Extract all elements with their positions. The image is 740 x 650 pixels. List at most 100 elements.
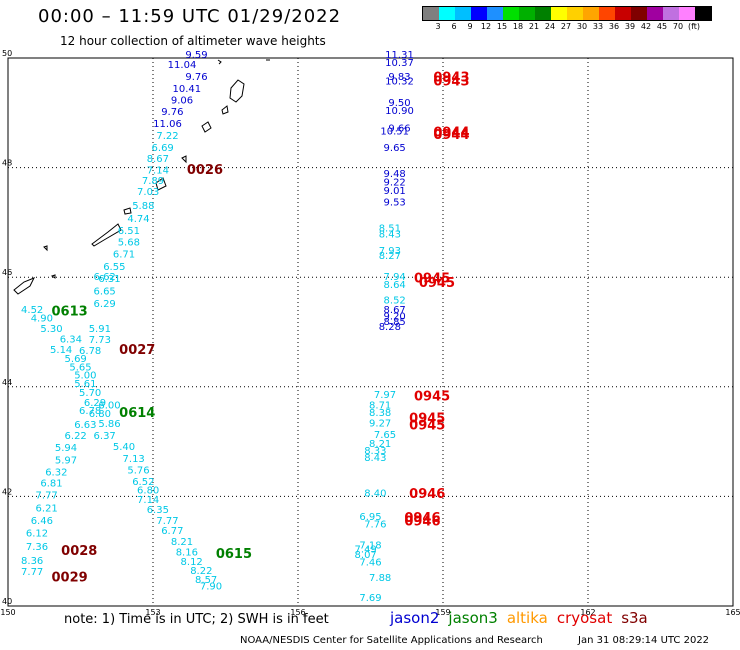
color-label: 6: [451, 22, 457, 31]
wave-height-value: 7.69: [359, 593, 381, 604]
pass-time-label: 0945: [409, 411, 445, 426]
wave-height-value: 6.35: [147, 505, 169, 516]
pass-time-label: 0027: [119, 343, 155, 358]
wave-height-value: 6.37: [94, 431, 116, 442]
wave-height-value: 7.89: [142, 176, 164, 187]
pass-time-label: 0945: [419, 276, 455, 291]
wave-height-value: 6.65: [94, 287, 116, 298]
wave-height-value: 4.74: [127, 214, 149, 225]
color-legend-bar: 3 6 9 12 15 18 21 24 27 30 33 36 39 42 45 70 (ft): [422, 6, 712, 33]
color-swatch: [695, 7, 711, 20]
wave-height-value: 7.03: [137, 187, 159, 198]
wave-height-value: 6.34: [60, 334, 82, 345]
pass-time-label: 0944: [433, 128, 469, 143]
wave-height-value: 7.18: [359, 540, 381, 551]
coastline: [155, 177, 167, 191]
wave-height-value: 11.04: [168, 60, 197, 71]
pass-time-label: 0028: [61, 544, 97, 559]
legend-item-jason3: jason3: [448, 609, 498, 627]
y-tick-label: 40: [2, 597, 12, 606]
coastline: [221, 105, 229, 115]
wave-height-value: 6.80: [89, 409, 111, 420]
wave-height-value: 8.67: [147, 154, 169, 165]
wave-height-value: 8.21: [171, 537, 193, 548]
wave-height-value: 9.22: [384, 178, 406, 189]
wave-height-value: 7.77: [21, 567, 43, 578]
wave-height-value: 8.43: [379, 230, 401, 241]
wave-height-value: 8.28: [379, 322, 401, 333]
y-tick-label: 48: [2, 159, 12, 168]
color-swatch: [423, 7, 439, 20]
legend-item-cryosat: cryosat: [556, 609, 613, 627]
wave-height-value: 6.71: [113, 249, 135, 260]
wave-height-value: 9.48: [384, 169, 406, 180]
pass-time-label: 0946: [409, 487, 445, 502]
wave-height-value: 6.46: [31, 516, 53, 527]
wave-height-value: 7.77: [156, 516, 178, 527]
wave-height-value: 10.37: [385, 58, 414, 69]
wave-height-value: 5.14: [50, 345, 72, 356]
wave-height-value: 7.76: [364, 520, 386, 531]
wave-height-value: 6.00: [98, 401, 120, 412]
wave-height-value: 7.94: [384, 272, 406, 283]
wave-height-value: 8.67: [384, 305, 406, 316]
wave-height-value: 10.32: [385, 76, 414, 87]
wave-height-value: 7.77: [36, 491, 58, 502]
wave-height-value: 9.53: [384, 197, 406, 208]
pass-time-label: 0029: [52, 570, 88, 585]
wave-height-value: 7.97: [374, 390, 396, 401]
wave-height-value: 8.38: [369, 408, 391, 419]
color-swatches: [422, 6, 712, 21]
wave-height-value: 6.32: [45, 468, 67, 479]
map-frame: [7, 57, 734, 607]
color-labels: 3 6 9 12 15 18 21 24 27 30 33 36 39 42 45 70 (ft): [422, 21, 712, 33]
legend-item-jason2: jason2: [390, 609, 440, 627]
wave-height-value: 8.57: [195, 575, 217, 586]
wave-height-value: 6.29: [84, 398, 106, 409]
color-label: 3: [435, 22, 441, 31]
wave-height-value: 6.62: [94, 272, 116, 283]
color-label: 21: [528, 22, 540, 31]
wave-height-value: 6.31: [98, 274, 120, 285]
wave-height-value: 6.95: [359, 512, 381, 523]
wave-height-value: 8.52: [384, 296, 406, 307]
wave-height-value: 9.65: [384, 143, 406, 154]
wave-height-value: 7.14: [137, 495, 159, 506]
wave-height-value: 7.13: [123, 454, 145, 465]
y-tick-label: 42: [2, 487, 12, 496]
color-swatch: [615, 7, 631, 20]
wave-height-value: 6.77: [161, 526, 183, 537]
x-tick-label: 153: [145, 608, 160, 617]
wave-height-value: 7.88: [369, 573, 391, 584]
wave-height-value: 4.90: [31, 314, 53, 325]
footer-credit: NOAA/NESDIS Center for Satellite Applica…: [240, 635, 543, 646]
wave-height-value: 10.41: [173, 84, 202, 95]
wave-height-value: 9.50: [388, 98, 410, 109]
wave-height-value: 10.51: [380, 127, 409, 138]
color-swatch: [663, 7, 679, 20]
wave-height-value: 5.91: [89, 324, 111, 335]
color-label: 36: [608, 22, 620, 31]
coastline: [217, 59, 222, 65]
coastline: [123, 207, 132, 215]
wave-height-value: 5.94: [55, 443, 77, 454]
wave-height-value: 7.65: [374, 430, 396, 441]
color-swatch: [567, 7, 583, 20]
coastline: [181, 155, 187, 164]
wave-height-value: 8.21: [369, 439, 391, 450]
color-label: 9: [467, 22, 473, 31]
coastline: [201, 121, 212, 133]
color-swatch: [599, 7, 615, 20]
color-swatch: [503, 7, 519, 20]
wave-height-value: 9.76: [185, 72, 207, 83]
wave-height-value: 8.71: [369, 401, 391, 412]
coastline: [50, 274, 56, 279]
pass-time-label: 0946: [404, 511, 440, 526]
color-label: 33: [592, 22, 604, 31]
page-subtitle: 12 hour collection of altimeter wave hei…: [60, 34, 326, 48]
pass-time-label: 0945: [414, 272, 450, 287]
color-swatch: [551, 7, 567, 20]
color-label: 39: [624, 22, 636, 31]
color-swatch: [439, 7, 455, 20]
coastline: [13, 277, 36, 295]
